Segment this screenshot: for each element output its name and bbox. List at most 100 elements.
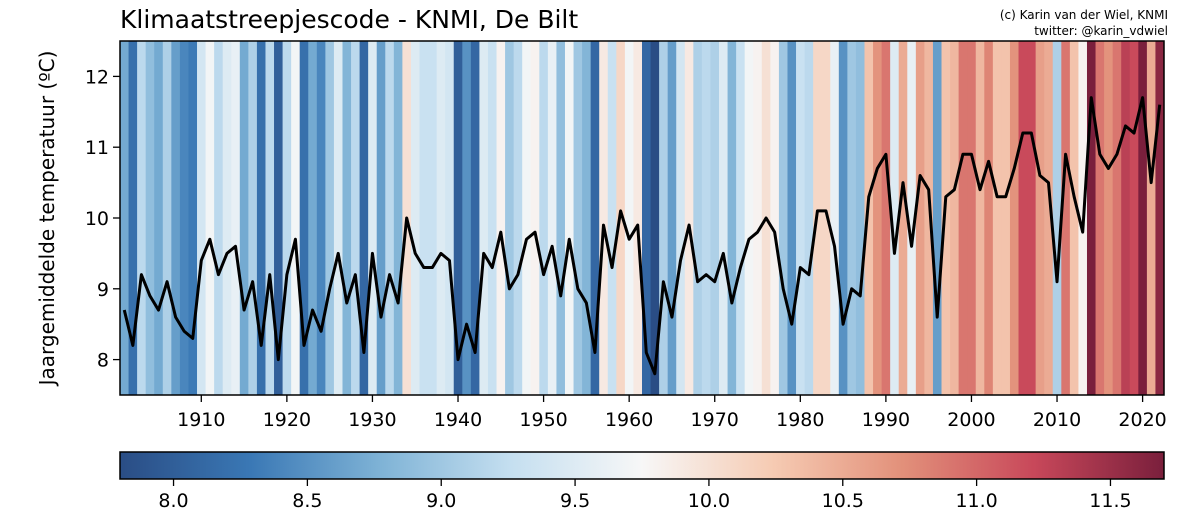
stripe-1919	[274, 41, 284, 395]
stripe-2002	[984, 41, 994, 395]
stripe-1914	[231, 41, 241, 395]
stripe-1924	[316, 41, 326, 395]
stripe-1963	[650, 41, 660, 395]
stripe-1974	[744, 41, 754, 395]
stripe-1996	[932, 41, 943, 395]
stripe-2014	[1086, 41, 1097, 395]
stripe-1989	[873, 41, 883, 395]
stripe-1906	[162, 41, 172, 395]
stripe-1980	[796, 41, 806, 395]
colorbar-tick-label-8.5: 8.5	[292, 490, 322, 512]
stripe-1901	[120, 41, 130, 395]
colorbar-ticks: 8.0 8.5 9.0 9.5 10.0 10.5 11.0 11.5	[158, 479, 1132, 512]
y-axis-label: Jaargemiddelde temperatuur (ºC)	[35, 51, 59, 388]
stripe-1965	[667, 41, 677, 395]
stripe-1955	[582, 41, 592, 395]
stripe-1943	[479, 41, 489, 395]
stripe-1925	[325, 41, 335, 395]
stripe-1918	[265, 41, 275, 395]
stripe-2009	[1044, 41, 1054, 395]
stripe-2004	[1001, 41, 1011, 395]
stripe-1949	[530, 41, 540, 395]
x-tick-label-2010: 2010	[1033, 409, 1081, 431]
stripe-1917	[256, 41, 266, 395]
stripe-1956	[590, 41, 600, 395]
stripe-1931	[376, 41, 386, 395]
stripe-1975	[753, 41, 763, 395]
stripe-1952	[556, 41, 566, 395]
x-tick-label-1930: 1930	[348, 409, 396, 431]
stripe-1985	[838, 41, 848, 395]
colorbar-tick-label-11.5: 11.5	[1089, 490, 1131, 512]
stripe-1935	[410, 41, 421, 395]
stripe-1987	[855, 41, 865, 395]
stripe-2005	[1009, 41, 1020, 395]
stripe-1910	[197, 41, 207, 395]
stripe-2020	[1138, 41, 1148, 395]
x-tick-label-1990: 1990	[862, 409, 910, 431]
stripe-1937	[428, 41, 438, 395]
stripe-1945	[496, 41, 506, 395]
temperature-line	[122, 96, 1162, 376]
y-tick-label-8: 8	[97, 350, 109, 372]
stripe-1933	[393, 41, 403, 395]
stripe-2006	[1018, 41, 1028, 395]
x-tick-marks: 1910 1920 1930 1940 1950 1960 1970 1980 1990 2000…	[177, 395, 1167, 431]
stripe-1997	[941, 41, 951, 395]
stripe-1968	[693, 41, 703, 395]
stripe-2019	[1129, 41, 1139, 395]
x-tick-label-1940: 1940	[434, 409, 482, 431]
stripe-1905	[154, 41, 164, 395]
stripe-1977	[770, 41, 780, 395]
stripe-1911	[205, 41, 215, 395]
y-tick-label-10: 10	[85, 208, 109, 230]
stripe-2012	[1069, 41, 1079, 395]
colorbar-tick-label-10.0: 10.0	[688, 490, 730, 512]
x-tick-label-1960: 1960	[605, 409, 653, 431]
stripe-1991	[890, 41, 900, 395]
colorbar	[119, 451, 1165, 480]
stripe-1971	[719, 41, 729, 395]
x-tick-label-1920: 1920	[263, 409, 311, 431]
stripe-1998	[950, 41, 960, 395]
stripe-1969	[701, 41, 711, 395]
stripe-1908	[179, 41, 189, 395]
y-tick-marks: 8 9 10 11 12	[85, 66, 120, 372]
stripe-2003	[992, 41, 1002, 395]
stripe-1993	[907, 41, 917, 395]
y-tick-label-9: 9	[97, 279, 109, 301]
stripe-2000	[967, 41, 977, 395]
stripe-1903	[137, 41, 147, 395]
stripe-2001	[975, 41, 985, 395]
stripe-1981	[804, 41, 814, 395]
stripe-1907	[171, 41, 181, 395]
chart-title: Klimaatstreepjescode - KNMI, De Bilt	[120, 5, 578, 34]
stripe-1938	[436, 41, 446, 395]
stripe-2015	[1095, 41, 1105, 395]
stripe-1995	[924, 41, 934, 395]
stripe-1915	[239, 41, 249, 395]
stripe-1926	[333, 41, 343, 395]
stripe-1927	[342, 41, 352, 395]
stripe-1920	[282, 41, 292, 395]
stripe-1999	[958, 41, 968, 395]
stripe-1923	[308, 41, 318, 395]
stripe-1962	[642, 41, 652, 395]
stripe-2022	[1155, 41, 1165, 395]
stripe-1916	[248, 41, 258, 395]
stripe-2008	[1035, 41, 1045, 395]
x-tick-label-1980: 1980	[776, 409, 824, 431]
stripe-2018	[1121, 41, 1131, 395]
stripe-1902	[128, 41, 138, 395]
x-tick-label-1950: 1950	[519, 409, 567, 431]
stripe-1951	[547, 41, 557, 395]
stripe-1964	[659, 41, 669, 395]
stripe-1970	[710, 41, 720, 395]
stripe-1957	[599, 41, 609, 395]
stripe-1948	[522, 41, 532, 395]
x-tick-label-1970: 1970	[691, 409, 739, 431]
stripe-1913	[222, 41, 232, 395]
colorbar-tick-label-9.0: 9.0	[426, 490, 456, 512]
stripe-1979	[787, 41, 797, 395]
